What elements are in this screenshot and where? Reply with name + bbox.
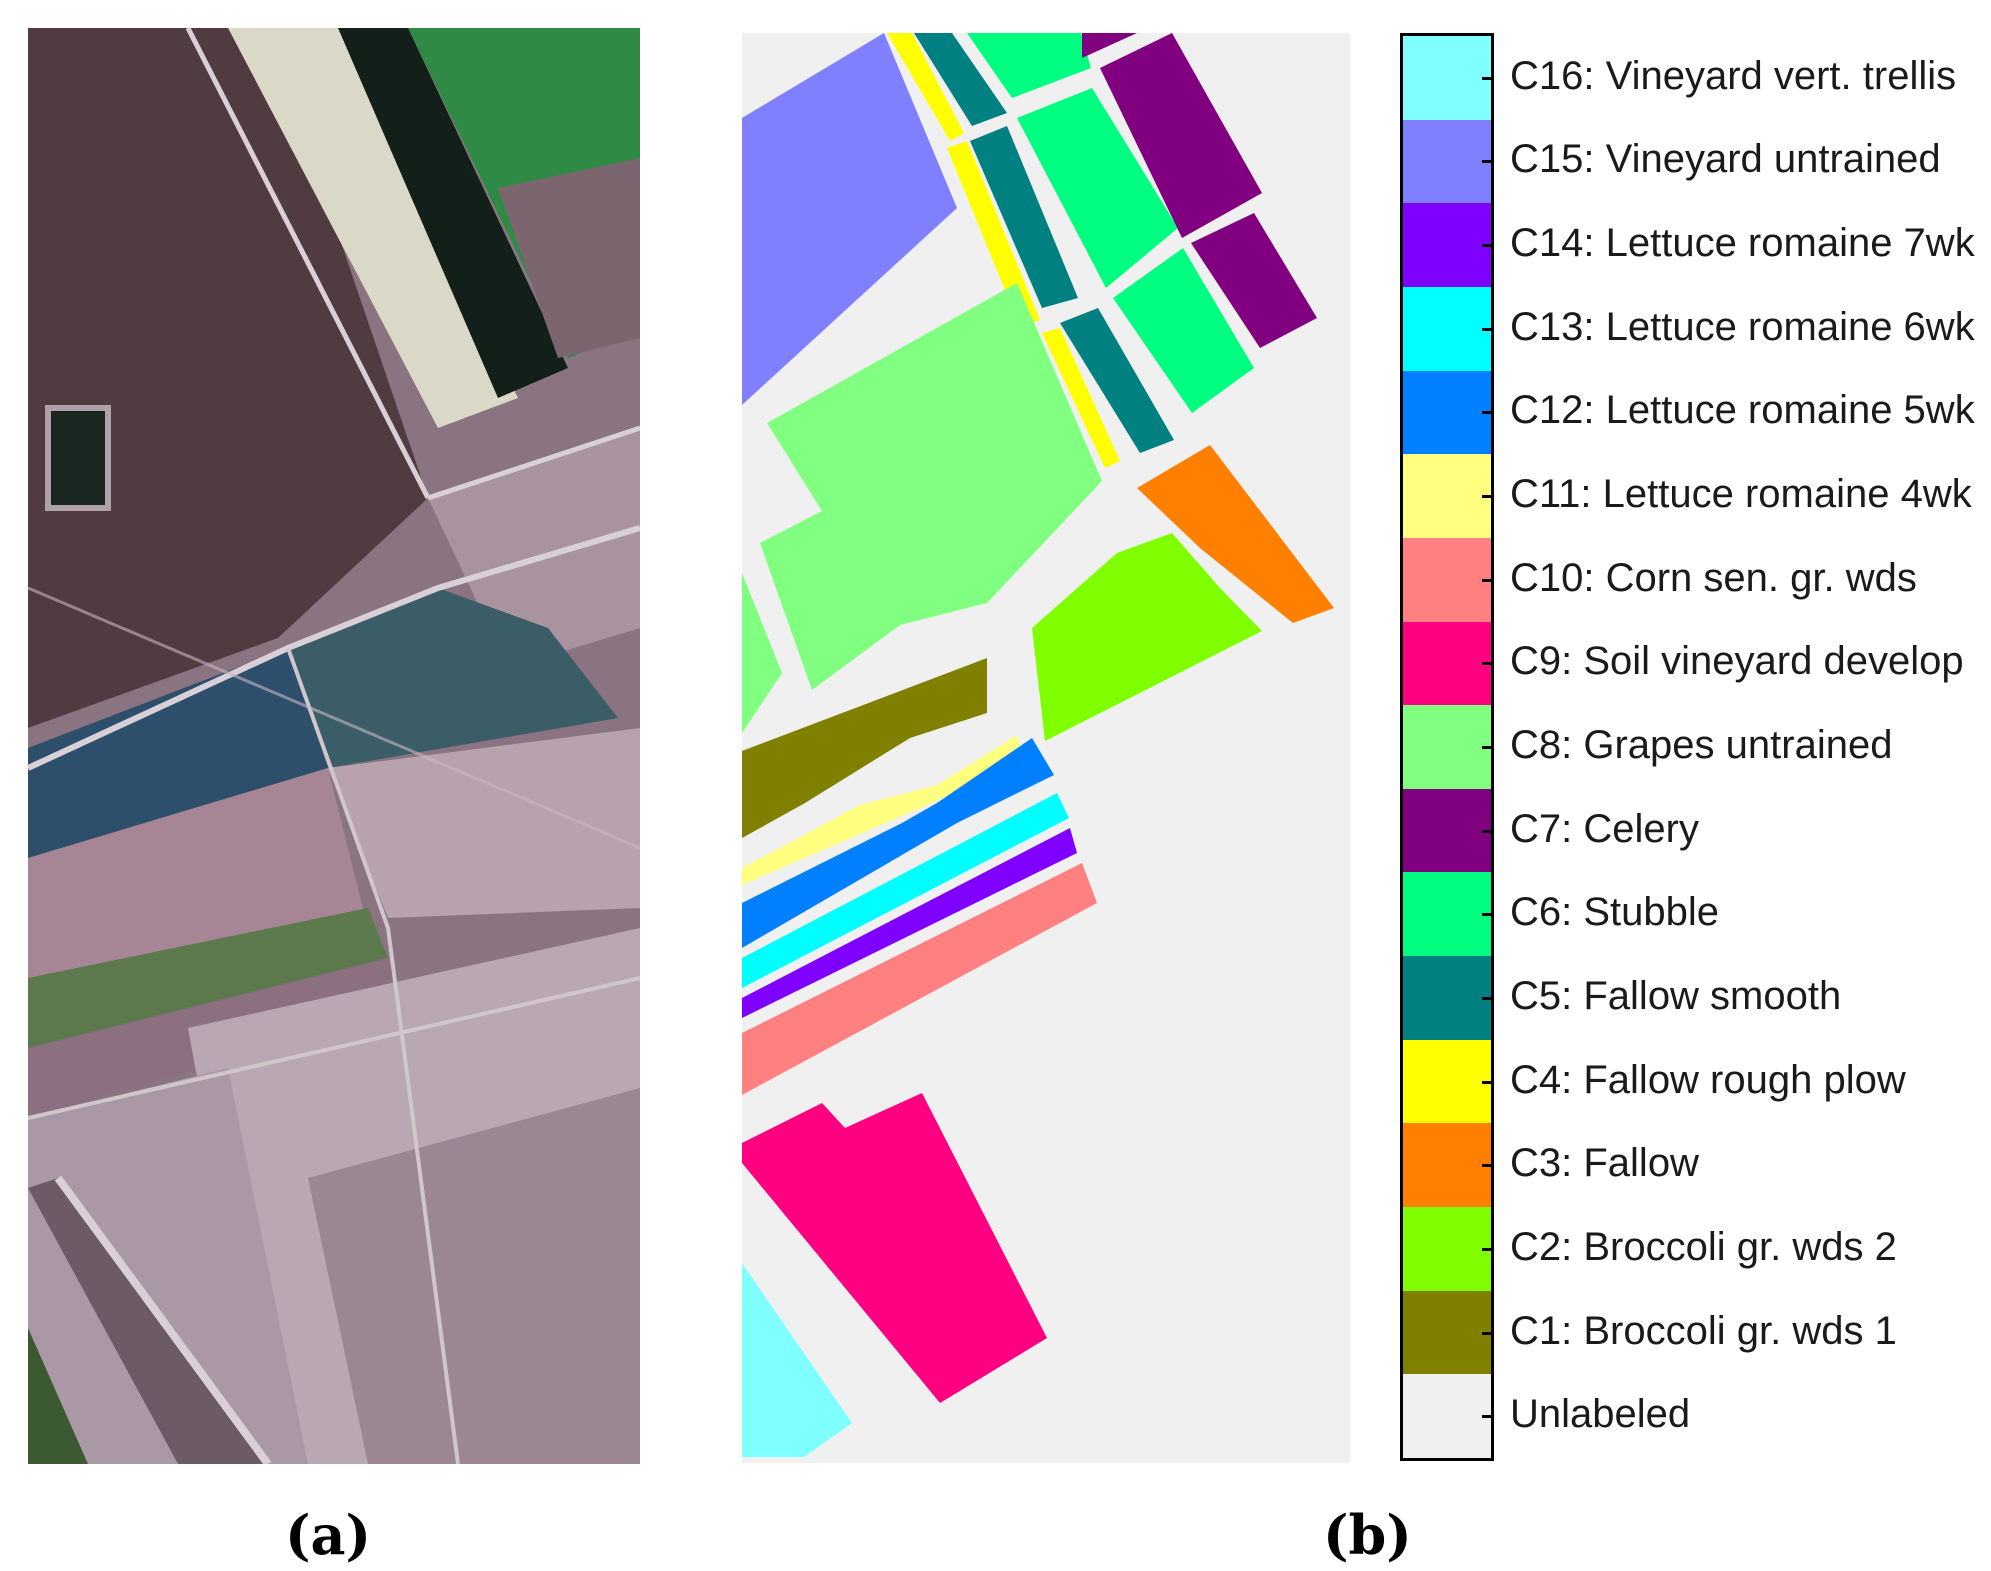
colorbar-segment <box>1403 1374 1491 1459</box>
region-c9 <box>742 1093 1047 1403</box>
region-c8 <box>760 283 1102 690</box>
region-c6 <box>967 33 1091 98</box>
legend-label: C10: Corn sen. gr. wds <box>1510 555 1917 600</box>
colorbar-segment <box>1403 1123 1491 1208</box>
legend-label: C14: Lettuce romaine 7wk <box>1510 221 1975 266</box>
legend-label: C16: Vineyard vert. trellis <box>1510 53 1957 98</box>
region-c1 <box>742 658 987 838</box>
caption-b: (b) <box>1323 1503 1412 1567</box>
region-c14 <box>742 828 1077 1018</box>
colorbar-segment <box>1403 621 1491 706</box>
colorbar-segment <box>1403 1290 1491 1375</box>
colorbar-segment <box>1403 119 1491 204</box>
caption-a: (a) <box>285 1503 372 1567</box>
colorbar <box>1400 33 1494 1461</box>
region-c2 <box>1032 533 1262 741</box>
colorbar-segment <box>1403 36 1491 121</box>
colorbar-segment <box>1403 370 1491 455</box>
region-c13 <box>742 793 1069 988</box>
colorbar-segment <box>1403 872 1491 957</box>
region-c11 <box>742 735 1024 885</box>
ground-truth-map <box>742 33 1350 1463</box>
colorbar-tick <box>1482 244 1494 248</box>
legend-label: C5: Fallow smooth <box>1510 973 1842 1018</box>
colorbar-tick <box>1482 578 1494 582</box>
region-c7 <box>1100 33 1262 238</box>
region-c6 <box>1017 88 1178 288</box>
region-c12 <box>742 738 1054 948</box>
colorbar-tick <box>1482 662 1494 666</box>
legend-label: C7: Celery <box>1510 806 1699 851</box>
colorbar-segment <box>1403 537 1491 623</box>
region-c15 <box>742 33 957 405</box>
region-c16 <box>742 1263 852 1457</box>
region-c3 <box>1137 445 1334 623</box>
colorbar-segment <box>1403 1039 1491 1124</box>
aerial-image <box>28 28 640 1464</box>
colorbar-tick <box>1482 1247 1494 1251</box>
colorbar-tick <box>1482 327 1494 331</box>
legend-label: Unlabeled <box>1510 1392 1691 1437</box>
legend-label: C6: Stubble <box>1510 890 1720 935</box>
colorbar-segment <box>1403 788 1491 873</box>
region-c8 <box>742 573 782 733</box>
legend-label: C11: Lettuce romaine 4wk <box>1510 472 1972 517</box>
colorbar-tick <box>1482 913 1494 917</box>
region-c5 <box>1060 308 1174 453</box>
legend-label: C9: Soil vineyard develop <box>1510 639 1964 684</box>
colorbar-segment <box>1403 203 1491 288</box>
colorbar-tick <box>1482 1164 1494 1168</box>
colorbar-tick <box>1482 996 1494 1000</box>
colorbar-segment <box>1403 1207 1491 1292</box>
region-c4 <box>887 33 964 141</box>
legend-label: C4: Fallow rough plow <box>1510 1057 1906 1102</box>
colorbar-tick <box>1482 160 1494 164</box>
colorbar-tick <box>1482 1415 1494 1419</box>
colorbar-tick <box>1482 1331 1494 1335</box>
colorbar-labels: C16: Vineyard vert. trellis C15: Vineyard… <box>1510 0 1991 1571</box>
region-c10 <box>742 863 1097 1095</box>
colorbar-tick <box>1482 746 1494 749</box>
colorbar-segment <box>1403 956 1491 1041</box>
legend-label: C1: Broccoli gr. wds 1 <box>1510 1308 1897 1353</box>
colorbar-segment <box>1403 705 1491 790</box>
legend-label: C2: Broccoli gr. wds 2 <box>1510 1224 1897 1269</box>
colorbar-tick <box>1482 1080 1494 1084</box>
region-c4 <box>947 141 1040 327</box>
region-c4 <box>1042 328 1120 468</box>
colorbar-segment <box>1403 454 1491 539</box>
legend-label: C3: Fallow <box>1510 1141 1699 1186</box>
legend-label: C12: Lettuce romaine 5wk <box>1510 388 1975 433</box>
legend-label: C13: Lettuce romaine 6wk <box>1510 304 1975 349</box>
colorbar-segment <box>1403 286 1491 372</box>
colorbar-tick <box>1482 76 1494 80</box>
colorbar-tick <box>1482 829 1494 833</box>
colorbar-tick <box>1482 495 1494 499</box>
legend-label: C15: Vineyard untrained <box>1510 137 1941 182</box>
legend-label: C8: Grapes untrained <box>1510 723 1893 767</box>
region-c7 <box>1191 213 1317 348</box>
region-c5 <box>970 126 1078 308</box>
region-c6 <box>1113 248 1254 413</box>
region-c5 <box>914 33 1007 126</box>
region-c7 <box>1082 33 1137 58</box>
colorbar-tick <box>1482 411 1494 415</box>
